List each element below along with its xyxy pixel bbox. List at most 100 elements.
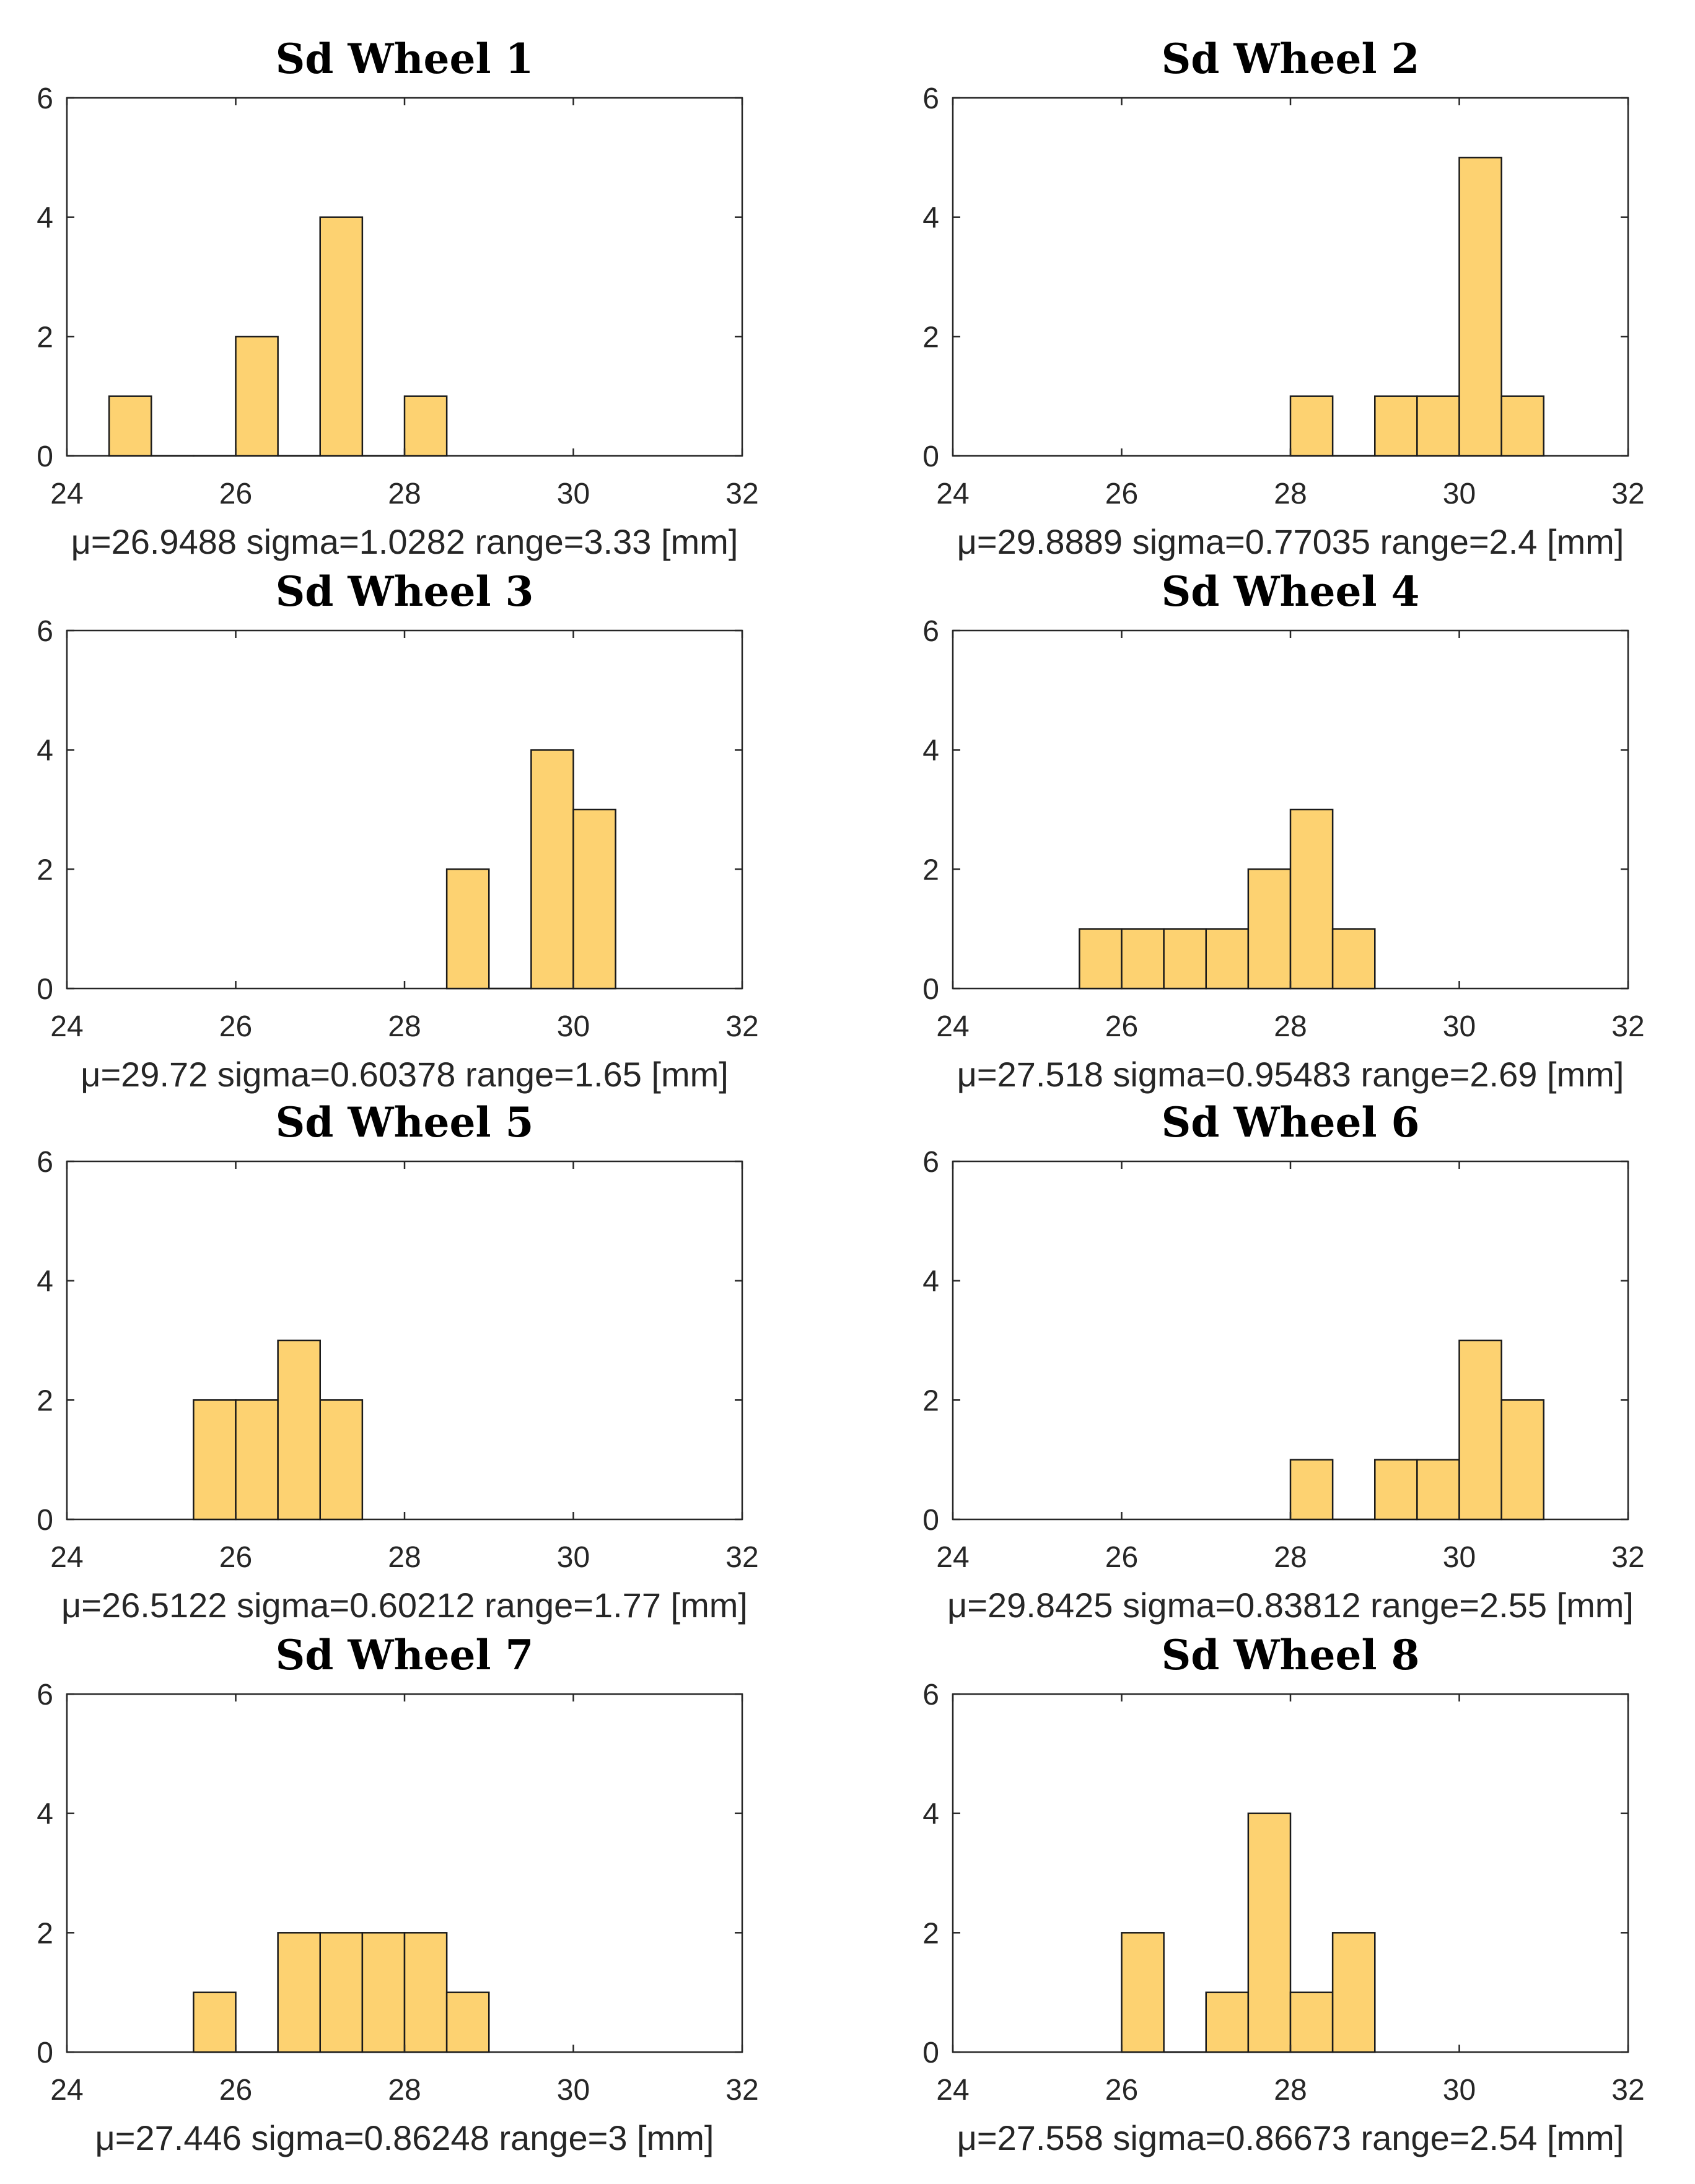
x-tick-label: 32	[725, 1010, 758, 1043]
histogram-bar	[403, 395, 448, 457]
y-tick-label: 4	[922, 202, 939, 235]
x-tick-label: 30	[557, 1010, 590, 1043]
panel-title: Sd Wheel 2	[1162, 35, 1420, 83]
panel-title: Sd Wheel 7	[276, 1631, 534, 1679]
histogram-bar	[277, 1339, 321, 1521]
histogram-bar	[1500, 1399, 1544, 1521]
histogram-bar	[1163, 928, 1207, 990]
x-tick-label: 26	[1105, 2074, 1138, 2107]
x-tick-label: 24	[50, 2074, 83, 2107]
x-tick-label: 30	[557, 2074, 590, 2107]
histogram-bar	[1500, 395, 1544, 457]
stats-label: μ=27.518 sigma=0.95483 range=2.69 [mm]	[957, 1055, 1624, 1094]
x-tick-label: 32	[1611, 1541, 1644, 1574]
y-tick-label: 2	[37, 1384, 53, 1417]
y-tick-label: 0	[922, 973, 939, 1006]
x-tick-label: 32	[1611, 1010, 1644, 1043]
y-tick-label: 0	[922, 440, 939, 473]
y-tick-label: 0	[922, 1504, 939, 1537]
y-tick-label: 6	[37, 82, 53, 115]
x-tick-label: 24	[50, 1541, 83, 1574]
x-tick-label: 24	[936, 2074, 969, 2107]
histogram-bar	[235, 336, 279, 457]
stats-label: μ=29.72 sigma=0.60378 range=1.65 [mm]	[81, 1055, 729, 1094]
y-tick-label: 6	[37, 615, 53, 648]
x-tick-label: 26	[1105, 1010, 1138, 1043]
y-tick-label: 4	[37, 735, 53, 767]
histogram-bar	[319, 1399, 364, 1521]
y-tick-label: 2	[922, 854, 939, 886]
y-tick-label: 4	[922, 1798, 939, 1831]
histogram-bar	[1121, 928, 1165, 990]
histogram-bar	[235, 1399, 279, 1521]
histogram-bar	[403, 1932, 448, 2053]
histogram-bar	[193, 1399, 237, 1521]
x-tick-label: 28	[388, 1541, 421, 1574]
x-tick-label: 32	[725, 2074, 758, 2107]
histogram-bar	[1289, 808, 1334, 990]
y-tick-label: 0	[37, 973, 53, 1006]
y-tick-label: 0	[922, 2037, 939, 2069]
panel-title: Sd Wheel 1	[276, 35, 534, 83]
x-tick-label: 30	[557, 478, 590, 510]
y-tick-label: 0	[37, 440, 53, 473]
y-tick-label: 2	[922, 1384, 939, 1417]
histogram-bar	[361, 1932, 406, 2053]
histogram-bar	[1331, 1932, 1376, 2053]
x-tick-label: 24	[936, 1010, 969, 1043]
histogram-bar	[1247, 868, 1292, 990]
x-tick-label: 30	[1443, 478, 1476, 510]
histogram-bar	[1289, 1459, 1334, 1521]
histogram-bar	[277, 1932, 321, 2053]
panel-title: Sd Wheel 4	[1162, 567, 1420, 616]
x-tick-label: 26	[1105, 478, 1138, 510]
y-tick-label: 4	[37, 1265, 53, 1298]
y-tick-label: 2	[37, 321, 53, 354]
x-tick-label: 28	[1274, 2074, 1307, 2107]
histogram-bar	[445, 868, 490, 990]
x-tick-label: 26	[219, 478, 252, 510]
histogram-bar	[1289, 1991, 1334, 2053]
y-tick-label: 4	[922, 1265, 939, 1298]
histogram-bar	[572, 808, 616, 990]
x-tick-label: 28	[388, 1010, 421, 1043]
x-tick-label: 30	[1443, 2074, 1476, 2107]
histogram-bar	[108, 395, 152, 457]
x-tick-label: 32	[725, 478, 758, 510]
x-tick-label: 32	[725, 1541, 758, 1574]
y-tick-label: 2	[922, 1917, 939, 1950]
stats-label: μ=29.8889 sigma=0.77035 range=2.4 [mm]	[957, 522, 1624, 561]
y-tick-label: 2	[37, 854, 53, 886]
histogram-bar	[1121, 1932, 1165, 2053]
x-tick-label: 24	[936, 478, 969, 510]
x-tick-label: 28	[388, 2074, 421, 2107]
x-tick-label: 28	[1274, 1010, 1307, 1043]
histogram-bar	[1331, 928, 1376, 990]
x-tick-label: 24	[50, 1010, 83, 1043]
x-tick-label: 26	[219, 1541, 252, 1574]
x-tick-label: 32	[1611, 2074, 1644, 2107]
y-tick-label: 6	[922, 82, 939, 115]
histogram-bar	[530, 749, 574, 990]
x-tick-label: 24	[936, 1541, 969, 1574]
histogram-bar	[1374, 1459, 1418, 1521]
axes-box	[66, 629, 743, 990]
axes-box	[66, 1160, 743, 1521]
panel-title: Sd Wheel 5	[276, 1098, 534, 1147]
y-tick-label: 6	[922, 615, 939, 648]
panel-title: Sd Wheel 8	[1162, 1631, 1420, 1679]
x-tick-label: 28	[388, 478, 421, 510]
x-tick-label: 30	[1443, 1541, 1476, 1574]
histogram-bar	[193, 1991, 237, 2053]
y-tick-label: 4	[37, 1798, 53, 1831]
x-tick-label: 26	[219, 1010, 252, 1043]
histogram-bar	[1416, 1459, 1460, 1521]
x-tick-label: 26	[219, 2074, 252, 2107]
x-tick-label: 28	[1274, 478, 1307, 510]
y-tick-label: 6	[922, 1679, 939, 1711]
